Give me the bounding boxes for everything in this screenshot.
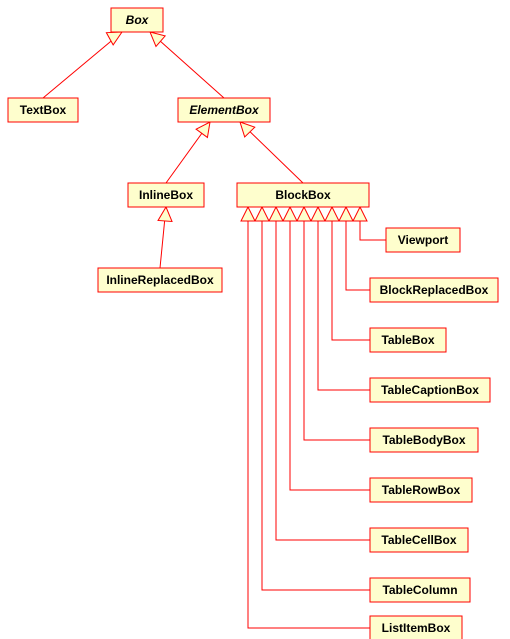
edge-TableBox-to-BlockBox bbox=[332, 207, 370, 340]
class-node-label: TextBox bbox=[20, 103, 67, 117]
class-node-TextBox: TextBox bbox=[8, 98, 78, 122]
generalization-arrowhead bbox=[196, 122, 210, 137]
generalization-arrowhead bbox=[150, 32, 165, 46]
class-node-label: InlineBox bbox=[139, 188, 193, 202]
class-node-TableColumn: TableColumn bbox=[370, 578, 470, 602]
class-node-label: Viewport bbox=[398, 233, 448, 247]
generalization-arrowhead bbox=[241, 207, 255, 221]
class-node-label: TableCaptionBox bbox=[381, 383, 479, 397]
class-node-label: ListItemBox bbox=[382, 621, 451, 635]
class-node-label: BlockReplacedBox bbox=[380, 283, 489, 297]
class-node-label: Box bbox=[126, 13, 150, 27]
edge-TableCaptionBox-to-BlockBox bbox=[318, 207, 370, 390]
class-node-InlineBox: InlineBox bbox=[128, 183, 204, 207]
edge-Viewport-to-BlockBox bbox=[360, 207, 386, 240]
edge-TextBox-to-Box bbox=[43, 32, 122, 98]
class-node-Box: Box bbox=[111, 8, 163, 32]
generalization-arrowhead bbox=[255, 207, 269, 221]
class-node-label: InlineReplacedBox bbox=[106, 273, 214, 287]
class-node-ElementBox: ElementBox bbox=[178, 98, 270, 122]
class-node-TableBox: TableBox bbox=[370, 328, 446, 352]
class-node-BlockReplacedBox: BlockReplacedBox bbox=[370, 278, 498, 302]
class-node-BlockBox: BlockBox bbox=[237, 183, 369, 207]
class-node-InlineReplacedBox: InlineReplacedBox bbox=[98, 268, 222, 292]
class-node-label: TableCellBox bbox=[381, 533, 456, 547]
class-node-TableBodyBox: TableBodyBox bbox=[370, 428, 478, 452]
class-node-label: TableColumn bbox=[382, 583, 457, 597]
edge-TableColumn-to-BlockBox bbox=[262, 207, 370, 590]
generalization-arrowhead bbox=[158, 207, 172, 221]
generalization-arrowhead bbox=[353, 207, 367, 221]
class-node-label: TableBodyBox bbox=[382, 433, 465, 447]
nodes-layer: Box TextBox ElementBox InlineBox BlockBox Inl… bbox=[8, 8, 498, 639]
class-node-label: TableBox bbox=[381, 333, 434, 347]
generalization-arrowhead bbox=[297, 207, 311, 221]
edge-ListItemBox-to-BlockBox bbox=[248, 207, 370, 628]
class-node-label: ElementBox bbox=[189, 103, 260, 117]
generalization-arrowhead bbox=[269, 207, 283, 221]
generalization-arrowhead bbox=[339, 207, 353, 221]
class-node-TableCellBox: TableCellBox bbox=[370, 528, 468, 552]
edge-ElementBox-to-Box bbox=[150, 32, 224, 98]
class-node-ListItemBox: ListItemBox bbox=[370, 616, 462, 639]
class-node-Viewport: Viewport bbox=[386, 228, 460, 252]
generalization-arrowhead bbox=[283, 207, 297, 221]
edge-TableBodyBox-to-BlockBox bbox=[304, 207, 370, 440]
class-node-TableCaptionBox: TableCaptionBox bbox=[370, 378, 490, 402]
generalization-arrowhead bbox=[311, 207, 325, 221]
edge-TableRowBox-to-BlockBox bbox=[290, 207, 370, 490]
class-node-label: BlockBox bbox=[275, 188, 331, 202]
class-node-TableRowBox: TableRowBox bbox=[370, 478, 472, 502]
class-node-label: TableRowBox bbox=[382, 483, 461, 497]
generalization-arrowhead bbox=[325, 207, 339, 221]
class-hierarchy-diagram: Box TextBox ElementBox InlineBox BlockBox Inl… bbox=[0, 0, 510, 639]
